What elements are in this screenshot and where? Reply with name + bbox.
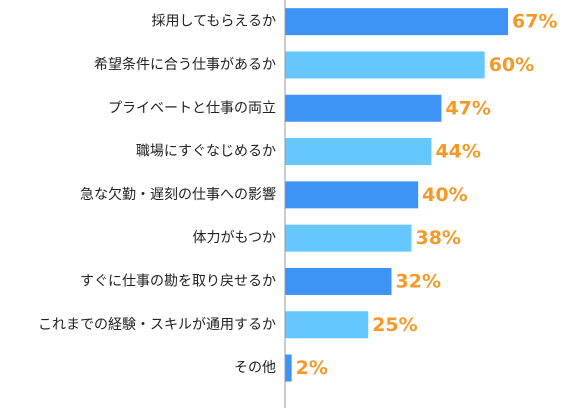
bar-3 — [285, 94, 442, 122]
category-label-3: プライベートと仕事の両立 — [108, 100, 276, 116]
value-label-3: 47% — [445, 97, 490, 119]
value-label-1: 67% — [512, 11, 557, 33]
value-label-4: 44% — [435, 141, 480, 163]
bars-group — [285, 8, 508, 382]
value-label-9: 2% — [296, 357, 328, 379]
value-labels-group: 67% 60% 47% 44% 40% 38% 32% 25% 2% — [296, 11, 558, 379]
category-label-1: 採用してもらえるか — [152, 14, 276, 30]
category-label-6: 体力がもつか — [193, 230, 276, 246]
category-labels-group: 採用してもらえるか希望条件に合う仕事があるかプライベートと仕事の両立職場にすぐな… — [38, 14, 276, 376]
bar-6 — [285, 224, 412, 252]
bar-4 — [285, 138, 432, 166]
value-label-5: 40% — [422, 184, 467, 206]
category-label-5: 急な欠勤・遅刻の仕事への影響 — [80, 186, 276, 203]
bar-2 — [285, 51, 485, 79]
value-label-2: 60% — [489, 54, 534, 76]
category-label-4: 職場にすぐなじめるか — [136, 144, 276, 160]
category-label-2: 希望条件に合う仕事があるか — [94, 56, 276, 73]
bar-8 — [285, 311, 369, 339]
category-label-8: これまでの経験・スキルが通用するか — [38, 317, 276, 333]
category-label-9: その他 — [234, 360, 276, 376]
value-label-7: 32% — [396, 270, 441, 292]
bar-1 — [285, 8, 508, 36]
bar-9 — [285, 354, 292, 382]
bar-7 — [285, 267, 392, 295]
value-label-6: 38% — [415, 227, 460, 249]
category-label-7: すぐに仕事の勘を取り戻せるか — [80, 273, 276, 289]
bar-5 — [285, 181, 419, 209]
value-label-8: 25% — [372, 314, 417, 336]
